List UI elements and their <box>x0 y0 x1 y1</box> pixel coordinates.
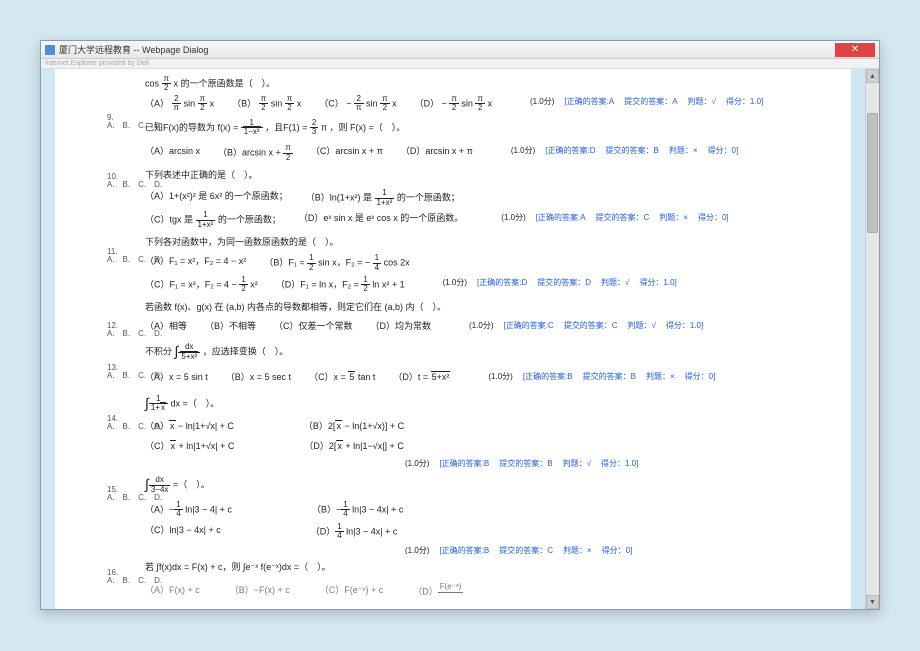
q12-optD: （D）F₁ = ln x，F₂ = 12 ln x² + 1 <box>276 276 405 294</box>
q15-optD: （D）2[x + ln|1−√x|] + C <box>304 439 403 454</box>
q10-optD: （D）arcsin x + π <box>401 144 473 162</box>
titlebar: 厦门大学远程教育 -- Webpage Dialog ✕ <box>41 41 879 59</box>
q9-tail: 的一个原函数是（ ）。 <box>181 78 276 88</box>
q13-stem: 若函数 f(x)、g(x) 在 (a,b) 内各点的导数都相等，则定它们在 (a… <box>145 300 847 315</box>
q13-optB: （B）不相等 <box>205 319 256 334</box>
scroll-thumb[interactable] <box>867 113 878 233</box>
q15-optsAB: （A）x − ln|1+√x| + C （B）2[x − ln(1+√x)] +… <box>145 419 847 434</box>
q11-optA: （A）1+(x²)² 是 6x² 的一个原函数； <box>145 189 288 207</box>
q13-options: （A）相等 （B）不相等 （C）仅差一个常数 （D）均为常数 (1.0分) [正… <box>145 319 847 334</box>
q11-abcd: A. B. C. D. <box>107 253 162 267</box>
q14-optD: （D）t = 5+x² <box>393 370 450 385</box>
q9-abcd: A. B. C. D. <box>107 119 162 133</box>
q16-stem: ∫dx3−4x =（ ）。 <box>145 473 847 497</box>
q16-optB: （B）−14 ln|3 − 4x| + c <box>312 501 403 519</box>
q10-abcd: A. B. C. D. <box>107 178 162 192</box>
q16-optC: （C）ln|3 − 4x| + c <box>145 523 221 541</box>
q14-stem: 不积分 ∫dx5+x² ，应选择变换（ ）。 <box>145 340 847 364</box>
q9-feedback: (1.0分) [正确的答案:A 提交的答案：A 判题：√ 得分：1.0] <box>530 95 763 113</box>
question-9: cos π2 x 的一个原函数是（ ）。 （A） 2π sin π2 x （B）… <box>145 75 847 113</box>
dialog-window: 厦门大学远程教育 -- Webpage Dialog ✕ Internet Ex… <box>40 40 880 610</box>
q13-feedback: (1.0分) [正确的答案:C 提交的答案：C 判题：√ 得分：1.0] <box>469 319 703 334</box>
scroll-track[interactable] <box>866 83 879 595</box>
q14-feedback: (1.0分) [正确的答案:B 提交的答案：B 判题：× 得分：0] <box>488 370 715 385</box>
q10-stem: 已知F(x)的导数为 f(x) = 11−x² ，且F(1) = 23 π ，则… <box>145 119 847 137</box>
question-11: 下列表述中正确的是（ ）。 （A）1+(x²)² 是 6x² 的一个原函数； （… <box>145 168 847 229</box>
q12-optsCD: （C）F₁ = x²，F₂ = 4 − 12 x² （D）F₁ = ln x，F… <box>145 276 847 294</box>
question-15: ∫11+x dx =（ ）。 （A）x − ln|1+√x| + C （B）2[… <box>145 392 847 472</box>
question-17: 若 ∫f(x)dx = F(x) + c，则 ∫e⁻ˣ f(e⁻ˣ)dx =（ … <box>145 560 847 601</box>
q13-optC: （C）仅差一个常数 <box>274 319 353 334</box>
q11-optsAB: （A）1+(x²)² 是 6x² 的一个原函数； （B）ln(1+x²) 是 1… <box>145 189 847 207</box>
left-margin <box>41 69 55 609</box>
q14-abcd: A. B. C. D. <box>107 420 162 434</box>
question-12: 下列各对函数中，为同一函数原函数的是（ ）。 （A）F₁ = x²，F₂ = 4… <box>145 235 847 294</box>
q12-abcd: A. B. C. D. <box>107 327 162 341</box>
q9-stem: cos π2 x 的一个原函数是（ ）。 <box>145 75 847 93</box>
q12-optB: （B）F₁ = 12 sin x，F₂ = − 14 cos 2x <box>264 254 409 272</box>
q16-optsCD: （C）ln|3 − 4x| + c （D）14 ln|3 − 4x| + c <box>145 523 847 541</box>
question-13: 若函数 f(x)、g(x) 在 (a,b) 内各点的导数都相等，则定它们在 (a… <box>145 300 847 335</box>
q9-optB: （B） π2 sin π2 x <box>232 95 301 113</box>
q13-abcd: A. B. C. D. <box>107 369 162 383</box>
q16-optsAB: （A）−14 ln|3 − 4| + c （B）−14 ln|3 − 4x| +… <box>145 501 847 519</box>
q10-optC: （C）arcsin x + π <box>311 144 383 162</box>
question-10: 已知F(x)的导数为 f(x) = 11−x² ，且F(1) = 23 π ，则… <box>145 119 847 163</box>
q11-optB: （B）ln(1+x²) 是 11+x² 的一个原函数； <box>306 189 460 207</box>
close-button[interactable]: ✕ <box>835 43 875 57</box>
titlebar-left: 厦门大学远程教育 -- Webpage Dialog <box>45 43 208 56</box>
content-wrap: cos π2 x 的一个原函数是（ ）。 （A） 2π sin π2 x （B）… <box>41 69 879 609</box>
q11-optD: （D）eˣ sin x 是 eˣ cos x 的一个原函数。 <box>299 211 463 229</box>
window-icon <box>45 45 55 55</box>
q14-optB: （B）x = 5 sec t <box>226 370 291 385</box>
q11-optC: （C）tgx 是 11+x² 的一个原函数； <box>145 211 281 229</box>
scroll-down-arrow[interactable]: ▼ <box>866 595 879 609</box>
vertical-scrollbar[interactable]: ▲ ▼ <box>865 69 879 609</box>
q15-optB: （B）2[x − ln(1+√x)] + C <box>304 419 404 434</box>
sub-header: Internet Explorer provided by Dell <box>41 59 879 69</box>
q17-stem: 若 ∫f(x)dx = F(x) + c，则 ∫e⁻ˣ f(e⁻ˣ)dx =（ … <box>145 560 847 575</box>
q10-feedback: (1.0分) [正确的答案:D 提交的答案：B 判题：× 得分：0] <box>511 144 738 162</box>
q9-options: （A） 2π sin π2 x （B） π2 sin π2 x （C） − 2π… <box>145 95 847 113</box>
q15-feedback: (1.0分) [正确的答案:B 提交的答案：B 判题：√ 得分：1.0] <box>405 457 638 471</box>
q9-optD: （D） − π2 sin π2 x <box>415 95 492 113</box>
q14-options: （A）x = 5 sin t （B）x = 5 sec t （C）x = 5 t… <box>145 370 847 385</box>
q13-optD: （D）均为常数 <box>371 319 432 334</box>
q11-optsCD: （C）tgx 是 11+x² 的一个原函数； （D）eˣ sin x 是 eˣ … <box>145 211 847 229</box>
scroll-up-arrow[interactable]: ▲ <box>866 69 879 83</box>
q12-optsAB: （A）F₁ = x²，F₂ = 4 − x² （B）F₁ = 12 sin x，… <box>145 254 847 272</box>
q9-optA: （A） 2π sin π2 x <box>145 95 214 113</box>
q9-optC: （C） − 2π sin π2 x <box>319 95 396 113</box>
q10-optB: （B）arcsin x + π2 <box>218 144 293 162</box>
q16-optD: （D）14 ln|3 − 4x| + c <box>311 523 398 541</box>
q11-stem: 下列表述中正确的是（ ）。 <box>145 168 847 183</box>
right-margin <box>851 69 865 609</box>
question-14: 不积分 ∫dx5+x² ，应选择变换（ ）。 （A）x = 5 sin t （B… <box>145 340 847 385</box>
q15-optsCD: （C）x + ln|1+√x| + C （D）2[x + ln|1−√x|] +… <box>145 439 847 454</box>
q10-optA: （A）arcsin x <box>145 144 200 162</box>
q15-stem: ∫11+x dx =（ ）。 <box>145 392 847 416</box>
q15-abcd: A. B. C. D. <box>107 491 162 505</box>
question-16: ∫dx3−4x =（ ）。 （A）−14 ln|3 − 4| + c （B）−1… <box>145 473 847 558</box>
q12-stem: 下列各对函数中，为同一函数原函数的是（ ）。 <box>145 235 847 250</box>
sub-header-text: Internet Explorer provided by Dell <box>45 60 149 67</box>
q16-feedback: (1.0分) [正确的答案:B 提交的答案：C 判题：× 得分：0] <box>405 544 632 558</box>
q15-optC: （C）x + ln|1+√x| + C <box>145 439 234 454</box>
q17-options: （A）F(x) + c （B）−F(x) + c （C）F(e⁻ˣ) + c （… <box>145 583 847 601</box>
q12-optC: （C）F₁ = x²，F₂ = 4 − 12 x² <box>145 276 258 294</box>
q14-optC: （C）x = 5 tan t <box>309 370 375 385</box>
window-title: 厦门大学远程教育 -- Webpage Dialog <box>59 43 208 56</box>
q12-feedback: (1.0分) [正确的答案:D 提交的答案：D 判题：√ 得分：1.0] <box>443 276 677 294</box>
q11-feedback: (1.0分) [正确的答案:A 提交的答案：C 判题：× 得分：0] <box>501 211 728 229</box>
q10-options: （A）arcsin x （B）arcsin x + π2 （C）arcsin x… <box>145 144 847 162</box>
content-panel[interactable]: cos π2 x 的一个原函数是（ ）。 （A） 2π sin π2 x （B）… <box>55 69 851 609</box>
